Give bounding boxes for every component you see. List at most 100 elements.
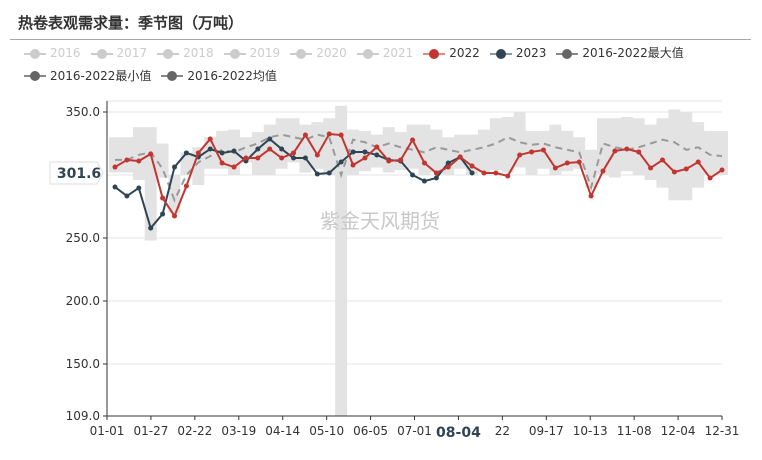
legend-item-2016-2022最小值[interactable]: 2016-2022最小值 [24,66,151,87]
legend-marker-icon [356,48,379,59]
data-point-2022 [600,168,606,174]
legend-item-2021[interactable]: 2021 [356,43,414,64]
legend-item-2016-2022最大值[interactable]: 2016-2022最大值 [556,43,684,64]
data-point-2022 [517,152,523,158]
data-point-2022 [314,152,320,158]
x-tick-label: 12-04 [661,424,696,438]
data-point-2022 [374,144,380,150]
data-point-2022 [219,160,225,166]
data-point-2022 [469,163,475,169]
legend-marker-icon [556,48,579,59]
data-point-2022 [421,160,427,166]
axis-pointer-y-label: 301.6 [57,166,101,182]
data-point-2023 [124,193,130,199]
series-line-2022 [114,132,723,219]
data-point-2022 [243,155,249,161]
data-point-2022 [683,166,689,172]
data-point-2023 [362,149,368,155]
data-point-2023 [314,171,320,177]
data-point-2022 [160,195,166,201]
legend-marker-icon [290,48,313,59]
x-tick-label: 03-19 [221,424,256,438]
legend-label: 2016 [50,46,81,60]
data-point-2023 [410,172,416,178]
legend-label: 2019 [249,46,281,60]
data-point-2023 [302,155,308,161]
data-point-2023 [207,146,213,152]
legend-label: 2023 [515,46,547,60]
data-point-2022 [576,159,582,165]
y-tick-label: 150.0 [66,357,100,371]
data-point-2022 [612,148,618,154]
legend-item-2019[interactable]: 2019 [223,43,281,64]
data-point-2022 [267,146,273,152]
data-point-2022 [505,173,511,179]
data-point-2022 [636,149,642,155]
x-tick-label: 01-01 [90,424,125,438]
legend-marker-icon [489,48,512,59]
data-point-2022 [588,193,594,199]
data-point-2023 [172,164,178,170]
data-point-2023 [279,146,285,152]
data-point-2022 [136,158,142,164]
data-point-2023 [136,185,142,191]
legend-item-2016-2022均值[interactable]: 2016-2022均值 [161,66,277,87]
data-point-2022 [255,155,261,161]
data-point-2023 [433,175,439,181]
legend-label: 2017 [116,46,148,60]
data-point-2022 [719,167,725,173]
data-point-2023 [148,225,154,231]
data-point-2023 [112,184,118,190]
data-point-2022 [493,170,499,176]
data-point-2022 [695,159,701,165]
legend-item-2023[interactable]: 2023 [489,43,547,64]
data-point-2023 [421,178,427,184]
data-point-2022 [302,132,308,138]
legend-label: 2016-2022最大值 [582,46,684,60]
y-tick-label: 109.0 [66,409,100,423]
data-point-2023 [255,146,261,152]
data-point-2022 [124,157,130,163]
legend-marker-icon [157,48,180,59]
data-point-2022 [350,162,356,168]
data-point-2022 [279,155,285,161]
data-point-2022 [326,131,332,137]
x-tick-label: 07-01 [397,424,432,438]
data-point-2023 [291,155,297,161]
data-point-2023 [469,170,475,176]
x-tick-label: 09-17 [529,424,564,438]
legend-marker-icon [161,71,184,81]
data-point-2022 [564,160,570,166]
x-tick-label: 02-22 [177,424,212,438]
data-point-2023 [183,150,189,156]
data-point-2023 [231,148,237,154]
x-tick-label: 10-13 [573,424,608,438]
legend-marker-icon [90,48,113,59]
data-point-2022 [659,157,665,163]
legend-item-2016[interactable]: 2016 [24,43,81,64]
legend-label: 2016-2022最小值 [50,68,152,83]
data-point-2022 [195,150,201,156]
legend-label: 2021 [382,46,414,60]
x-tick-label: 08-04 [436,425,481,441]
data-point-2022 [398,157,404,163]
legend-marker-icon [423,48,446,59]
legend-marker-icon [24,71,46,81]
legend-item-2018[interactable]: 2018 [157,43,214,64]
data-point-2022 [291,150,297,156]
data-point-2023 [160,211,166,217]
legend-item-2022[interactable]: 2022 [423,43,480,64]
data-point-2022 [529,149,535,155]
legend-item-2017[interactable]: 2017 [90,43,148,64]
data-point-2022 [207,136,213,142]
data-point-2023 [267,136,273,142]
data-point-2022 [671,169,677,175]
y-tick-label: 200.0 [66,294,100,308]
data-point-2022 [648,165,654,171]
x-tick-label: 12-31 [705,424,740,438]
x-tick-label: 22 [495,424,510,438]
legend-item-2020[interactable]: 2020 [290,43,347,64]
legend-marker-icon [24,48,46,59]
data-point-2023 [350,149,356,155]
